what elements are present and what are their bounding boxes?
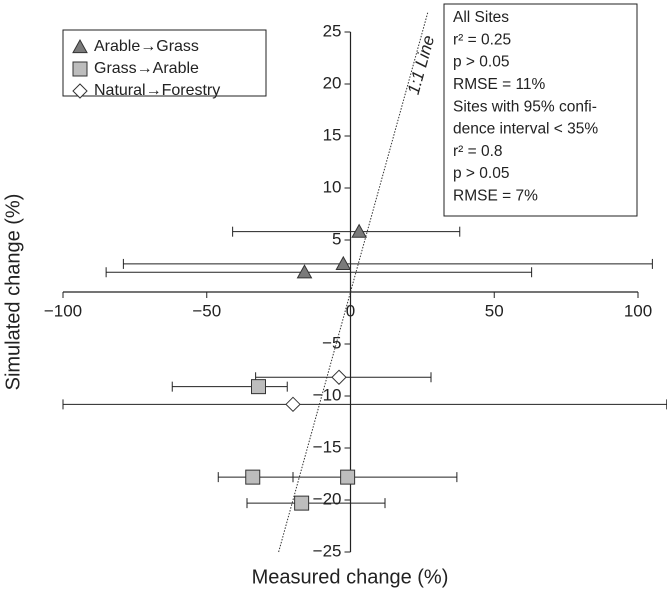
- data-point: [335, 255, 352, 271]
- annotation-text: p > 0.05: [453, 54, 509, 71]
- legend-label: Natural→Forestry: [94, 82, 220, 99]
- reference-line: [278, 11, 429, 553]
- legend-marker: [72, 83, 88, 99]
- data-point: [351, 223, 367, 238]
- y-tick-label: −15: [313, 437, 342, 456]
- x-tick-label: 50: [485, 301, 504, 320]
- y-tick-label: 5: [332, 229, 341, 248]
- y-axis-title: Simulated change (%): [2, 194, 24, 391]
- data-point: [340, 469, 356, 485]
- annotation-text: dence interval < 35%: [453, 121, 598, 138]
- y-tick-label: 25: [323, 21, 342, 40]
- legend-marker: [72, 38, 88, 54]
- y-tick-label: 15: [323, 125, 342, 144]
- data-point: [251, 379, 266, 395]
- y-tick-label: 10: [323, 177, 342, 196]
- x-tick-label: 0: [346, 301, 355, 320]
- annotation-box: [443, 3, 638, 217]
- data-point: [331, 369, 347, 385]
- annotation-text: Sites with 95% confi-: [453, 98, 597, 115]
- legend-box: [62, 29, 267, 97]
- y-tick-label: −20: [313, 489, 342, 508]
- annotation-text: r² = 0.8: [453, 143, 503, 160]
- data-point: [285, 396, 301, 413]
- reference-line-label: 1:1 Line: [404, 33, 438, 96]
- y-tick-label: −5: [322, 333, 341, 352]
- legend-marker: [72, 61, 88, 77]
- y-tick-label: −10: [313, 385, 342, 404]
- x-tick-label: 100: [624, 301, 652, 320]
- x-tick-label: −100: [44, 301, 82, 320]
- data-point: [294, 495, 310, 511]
- y-tick-label: −25: [313, 541, 342, 560]
- annotation-text: All Sites: [453, 9, 509, 26]
- x-axis-title: Measured change (%): [252, 566, 449, 588]
- legend-label: Grass→Arable: [94, 60, 199, 77]
- y-tick-label: 20: [323, 73, 342, 92]
- annotation-text: r² = 0.25: [453, 31, 511, 48]
- annotation-text: RMSE = 11%: [453, 76, 546, 93]
- data-point: [245, 469, 261, 485]
- annotation-text: RMSE = 7%: [453, 187, 538, 204]
- data-point: [296, 264, 313, 279]
- legend-label: Arable→Grass: [94, 38, 199, 55]
- x-tick-label: −50: [192, 301, 221, 320]
- annotation-text: p > 0.05: [453, 165, 509, 182]
